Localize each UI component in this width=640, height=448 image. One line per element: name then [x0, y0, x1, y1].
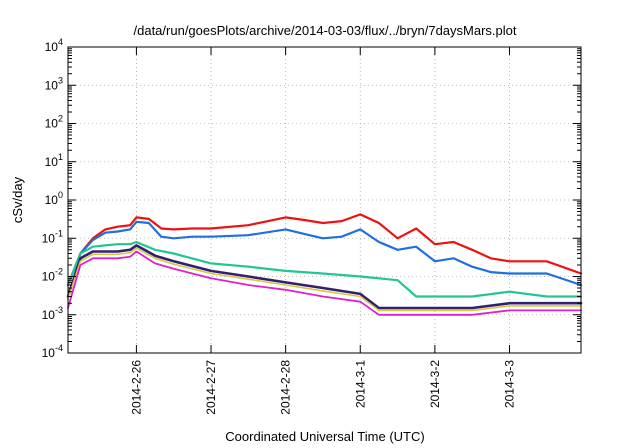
x-tick-label: 2014-2-28 — [279, 360, 293, 415]
series-line-6 — [67, 250, 582, 316]
y-tick-label: 102 — [45, 114, 63, 131]
x-axis-label: Coordinated Universal Time (UTC) — [225, 429, 424, 444]
x-axis: 2014-2-26 2014-2-27 2014-2-28 2014-3-1 2014-… — [129, 47, 516, 415]
x-tick-label: 2014-2-26 — [129, 360, 143, 415]
y-axis-label: cSv/day — [10, 176, 25, 223]
y-axis: 10-4 10-3 10-2 10-1 100 101 102 103 104 — [42, 37, 581, 360]
x-tick-label: 2014-3-2 — [428, 360, 442, 408]
y-tick-label: 10-2 — [42, 267, 63, 284]
y-tick-label: 101 — [45, 152, 63, 169]
series-layer — [66, 213, 583, 316]
series-line-1 — [66, 213, 583, 287]
series-line-4 — [66, 244, 583, 310]
x-tick-label: 2014-3-1 — [353, 360, 367, 408]
x-tick-label: 2014-3-3 — [502, 360, 516, 408]
series-line-2 — [66, 220, 583, 287]
y-tick-label: 104 — [45, 37, 63, 54]
y-tick-label: 10-4 — [42, 343, 63, 360]
series-line-5 — [67, 247, 582, 312]
y-tick-label: 10-3 — [42, 305, 63, 322]
y-tick-label: 100 — [45, 190, 63, 207]
y-tick-label: 10-1 — [42, 228, 63, 245]
series-line-3 — [66, 240, 583, 298]
y-tick-label: 103 — [45, 75, 63, 92]
x-tick-label: 2014-2-27 — [204, 360, 218, 415]
chart-title: /data/run/goesPlots/archive/2014-03-03/f… — [134, 23, 517, 38]
